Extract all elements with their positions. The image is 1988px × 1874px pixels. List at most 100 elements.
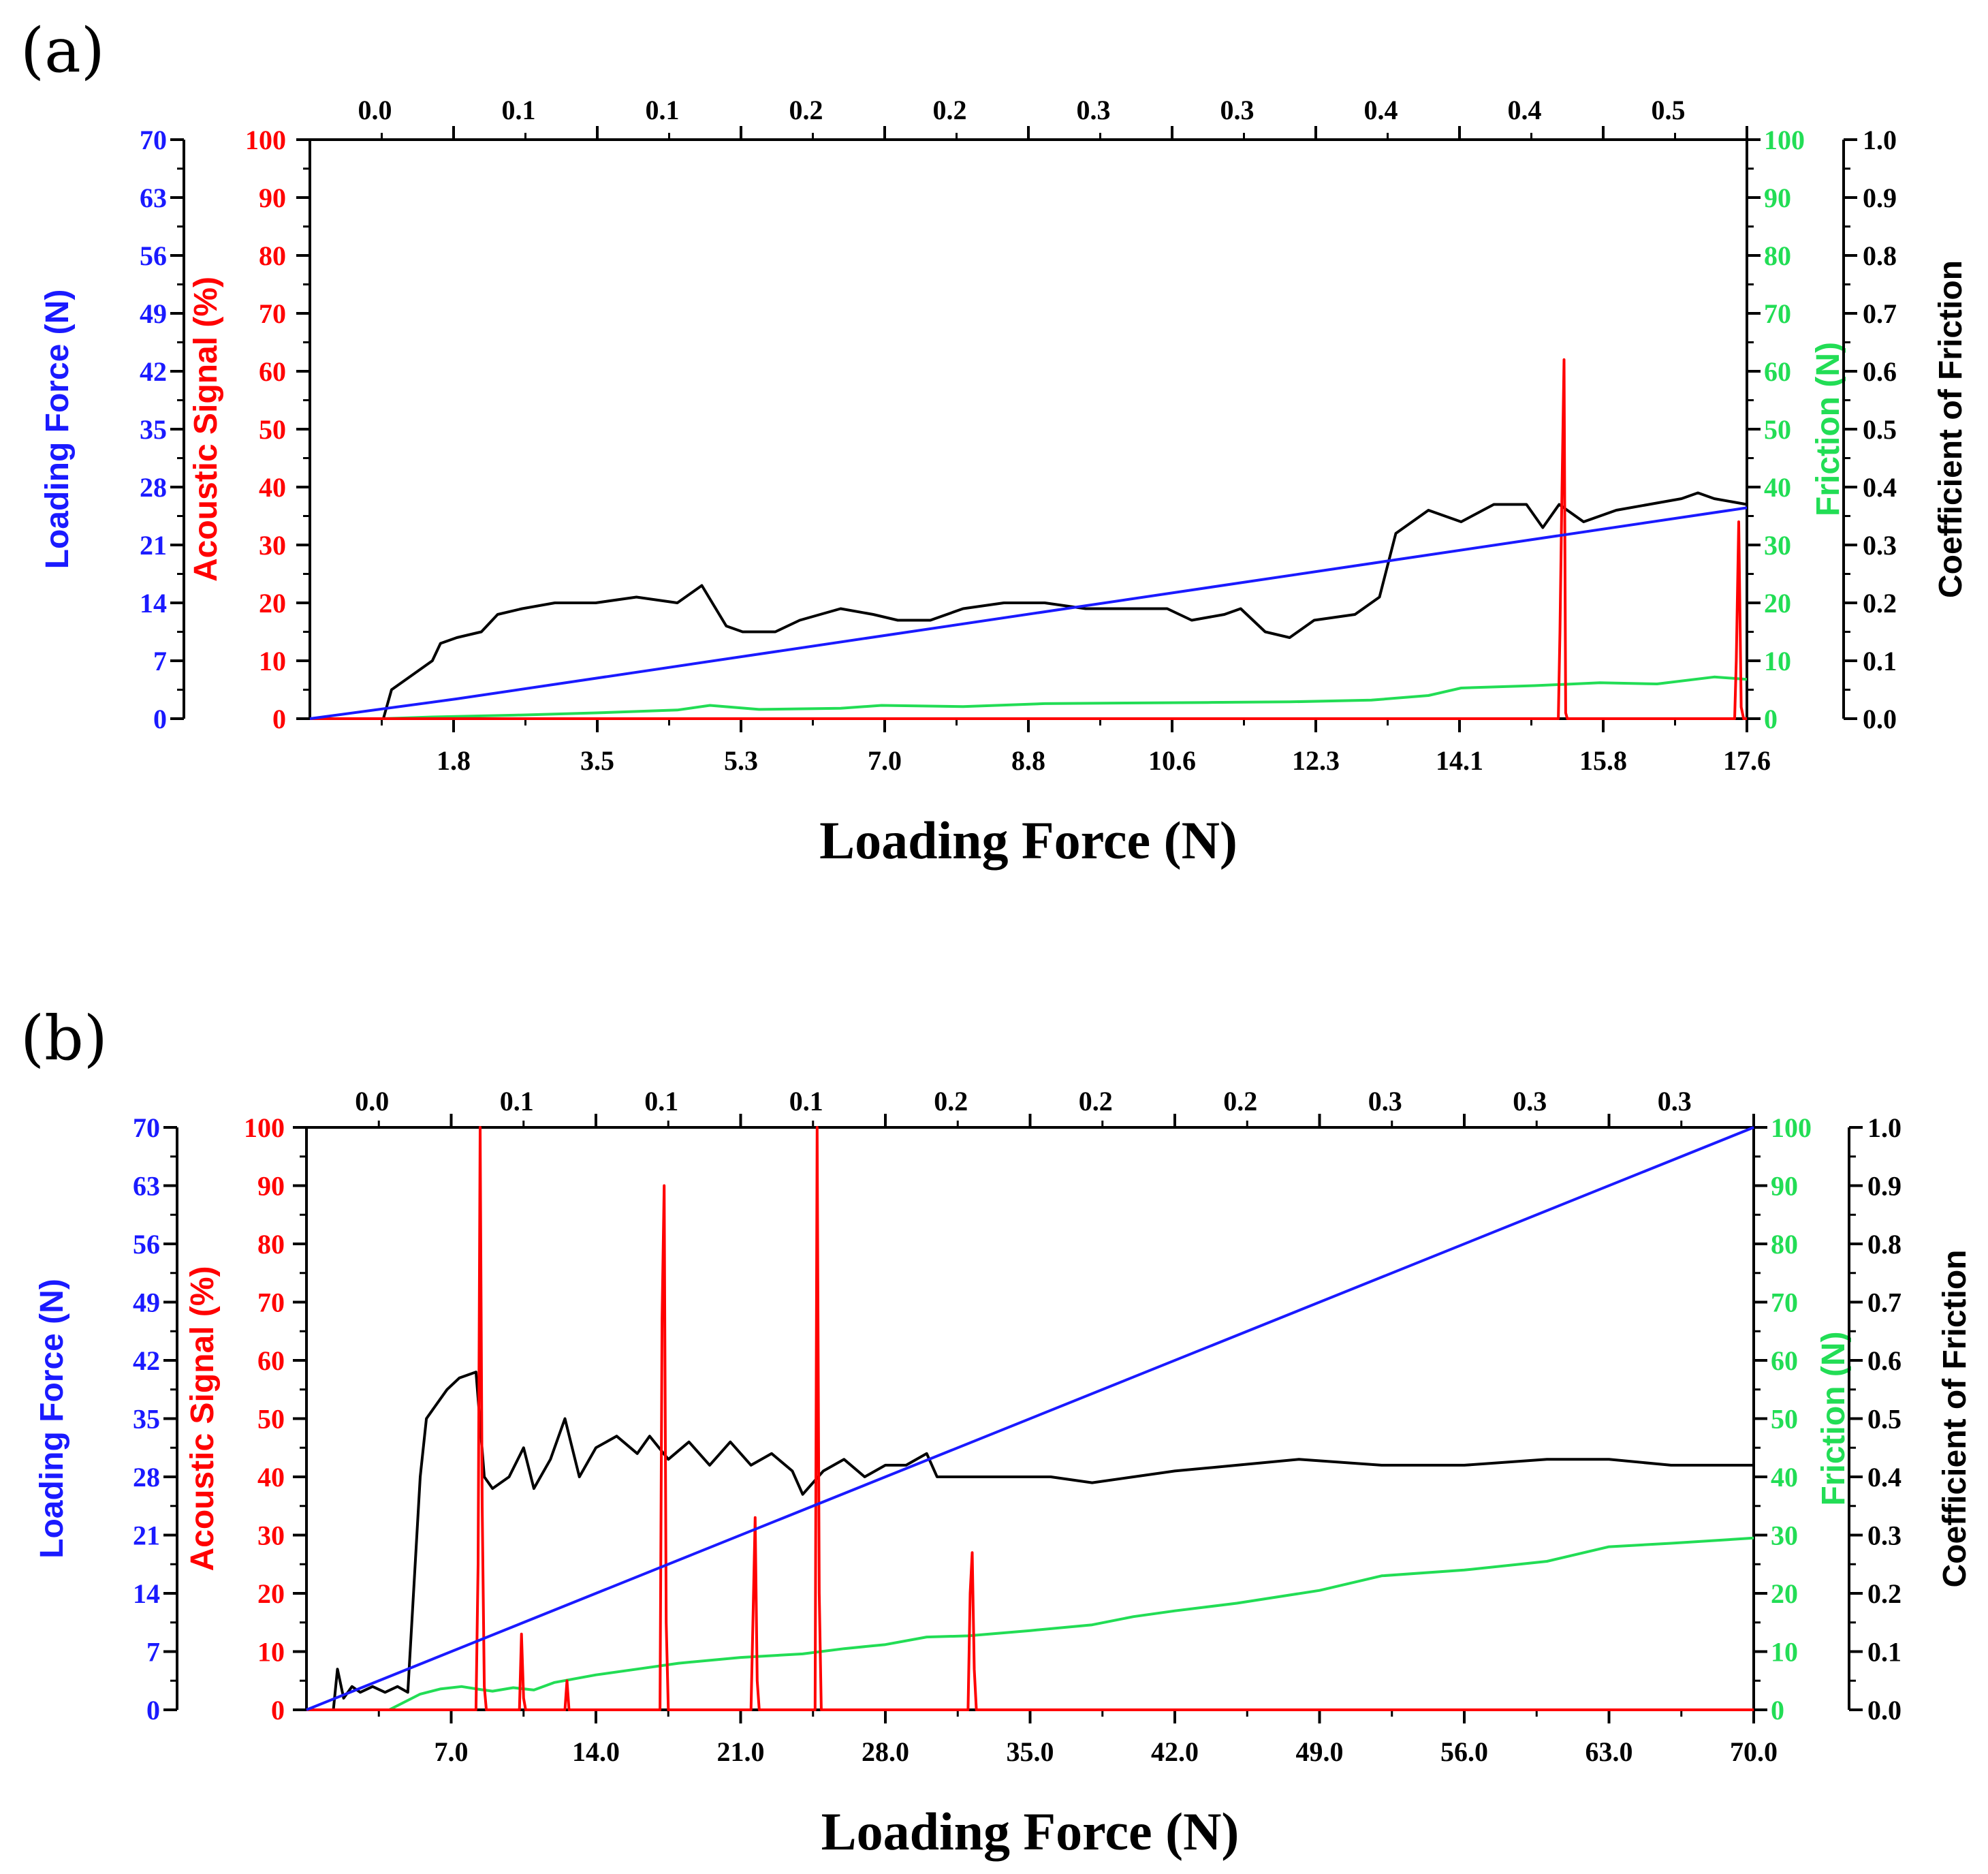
cof-axis-tick-label: 0.1 [1863, 646, 1897, 676]
x-tick-label: 5.3 [724, 745, 758, 776]
friction-axis-tick-label: 50 [1771, 1404, 1798, 1435]
loading-force-axis-tick-label: 28 [140, 472, 167, 503]
cof-axis-tick-label: 0.7 [1867, 1287, 1902, 1318]
x-axis-label: Loading Force (N) [819, 811, 1237, 870]
acoustic-axis-tick-label: 50 [259, 414, 286, 445]
top-tick-label: 0.2 [933, 95, 967, 125]
friction-axis-tick-label: 90 [1764, 183, 1791, 213]
cof-axis-tick-label: 0.8 [1863, 240, 1897, 271]
acoustic-axis-tick-label: 0 [272, 704, 286, 734]
cof-axis-tick-label: 1.0 [1863, 125, 1897, 155]
acoustic-axis-tick-label: 30 [257, 1520, 285, 1551]
acoustic-axis-tick-label: 70 [257, 1287, 285, 1318]
acoustic-axis-tick-label: 80 [259, 240, 286, 271]
loading-force-axis-tick-label: 28 [133, 1462, 160, 1493]
acoustic-axis-label: Acoustic Signal (%) [185, 1266, 221, 1571]
friction-axis-tick-label: 50 [1764, 414, 1791, 445]
loading-force-axis-tick-label: 14 [140, 588, 167, 619]
loading-force-axis-tick-label: 35 [133, 1404, 160, 1435]
friction-axis-tick-label: 80 [1771, 1229, 1798, 1260]
friction-series-line [310, 675, 1748, 720]
x-tick-label: 10.6 [1148, 745, 1196, 776]
loading-force-axis-label: Loading Force (N) [40, 290, 76, 569]
friction-axis-tick-label: 100 [1764, 125, 1805, 155]
acoustic-axis-tick-label: 40 [257, 1462, 285, 1493]
x-tick-label: 35.0 [1007, 1736, 1054, 1767]
loading-force-axis-tick-label: 7 [146, 1637, 160, 1668]
loading-force-axis-tick-label: 0 [146, 1695, 160, 1725]
panel-label: (b) [20, 1003, 108, 1074]
x-tick-label: 49.0 [1296, 1736, 1344, 1767]
top-tick-label: 0.0 [358, 95, 392, 125]
loading-force-axis-tick-label: 49 [133, 1287, 160, 1318]
friction-axis-tick-label: 80 [1764, 240, 1791, 271]
friction-axis-tick-label: 60 [1764, 356, 1791, 387]
acoustic-axis-tick-label: 20 [257, 1578, 285, 1609]
acoustic-axis-tick-label: 100 [245, 125, 286, 155]
loading-force-axis-label: Loading Force (N) [34, 1279, 70, 1559]
cof-axis-label: Coefficient of Friction [1933, 260, 1969, 598]
loading-force-series-line [309, 506, 1748, 720]
loading-force-axis-tick-label: 21 [140, 530, 167, 561]
cof-axis-tick-label: 0.3 [1867, 1520, 1902, 1551]
loading-force-axis-tick-label: 42 [140, 356, 167, 387]
loading-force-axis-tick-label: 21 [133, 1520, 160, 1551]
panel-label: (a) [20, 15, 105, 87]
friction-axis-tick-label: 20 [1771, 1578, 1798, 1609]
friction-axis-tick-label: 30 [1764, 530, 1791, 561]
acoustic-axis-tick-label: 10 [259, 646, 286, 676]
loading-force-axis-tick-label: 42 [133, 1345, 160, 1376]
x-tick-label: 42.0 [1151, 1736, 1199, 1767]
top-tick-label: 0.2 [789, 95, 823, 125]
acoustic-axis-tick-label: 90 [259, 183, 286, 213]
cof-axis-label: Coefficient of Friction [1937, 1250, 1973, 1588]
x-tick-label: 21.0 [717, 1736, 765, 1767]
cof-axis-tick-label: 0.6 [1863, 356, 1897, 387]
top-tick-label: 0.2 [934, 1086, 968, 1116]
cof-axis-tick-label: 0.4 [1863, 472, 1897, 503]
cof-axis-tick-label: 1.0 [1867, 1112, 1902, 1143]
x-tick-label: 1.8 [437, 745, 471, 776]
friction-axis-label: Friction (N) [1810, 342, 1846, 516]
cof-axis-tick-label: 0.4 [1867, 1462, 1902, 1493]
cof-axis-tick-label: 0.2 [1863, 588, 1897, 619]
acoustic-axis-tick-label: 100 [244, 1112, 285, 1143]
loading-force-axis-tick-label: 63 [133, 1171, 160, 1202]
loading-force-axis-tick-label: 0 [153, 704, 167, 734]
friction-axis-tick-label: 90 [1771, 1171, 1798, 1202]
loading-force-series-line [306, 1126, 1754, 1711]
top-tick-label: 0.0 [355, 1086, 389, 1116]
acoustic-axis-tick-label: 50 [257, 1404, 285, 1435]
acoustic-axis-tick-label: 10 [257, 1637, 285, 1668]
loading-force-axis-tick-label: 35 [140, 414, 167, 445]
top-tick-label: 0.1 [646, 95, 680, 125]
x-tick-label: 14.0 [572, 1736, 620, 1767]
x-axis-label: Loading Force (N) [821, 1802, 1240, 1861]
friction-axis-tick-label: 20 [1764, 588, 1791, 619]
coefficient-of-friction-series-line [306, 1371, 1754, 1711]
loading-force-axis-tick-label: 63 [140, 183, 167, 213]
acoustic-axis-tick-label: 70 [259, 298, 286, 329]
x-tick-label: 70.0 [1730, 1736, 1778, 1767]
cof-axis-tick-label: 0.8 [1867, 1229, 1902, 1260]
x-tick-label: 8.8 [1011, 745, 1045, 776]
cof-axis-tick-label: 0.0 [1867, 1695, 1902, 1725]
top-tick-label: 0.3 [1368, 1086, 1402, 1116]
x-tick-label: 3.5 [580, 745, 614, 776]
loading-force-axis-tick-label: 56 [140, 240, 167, 271]
friction-axis-tick-label: 30 [1771, 1520, 1798, 1551]
acoustic-axis-tick-label: 60 [259, 356, 286, 387]
top-tick-label: 0.2 [1223, 1086, 1257, 1116]
friction-axis-tick-label: 40 [1764, 472, 1791, 503]
x-tick-label: 7.0 [435, 1736, 469, 1767]
top-tick-label: 0.1 [644, 1086, 678, 1116]
top-tick-label: 0.1 [789, 1086, 823, 1116]
cof-axis-tick-label: 0.5 [1867, 1404, 1902, 1435]
top-tick-label: 0.1 [502, 95, 536, 125]
x-tick-label: 15.8 [1579, 745, 1627, 776]
x-tick-label: 63.0 [1585, 1736, 1633, 1767]
coefficient-of-friction-series-line [310, 491, 1748, 720]
x-tick-label: 14.1 [1436, 745, 1483, 776]
loading-force-axis-tick-label: 14 [133, 1578, 160, 1609]
